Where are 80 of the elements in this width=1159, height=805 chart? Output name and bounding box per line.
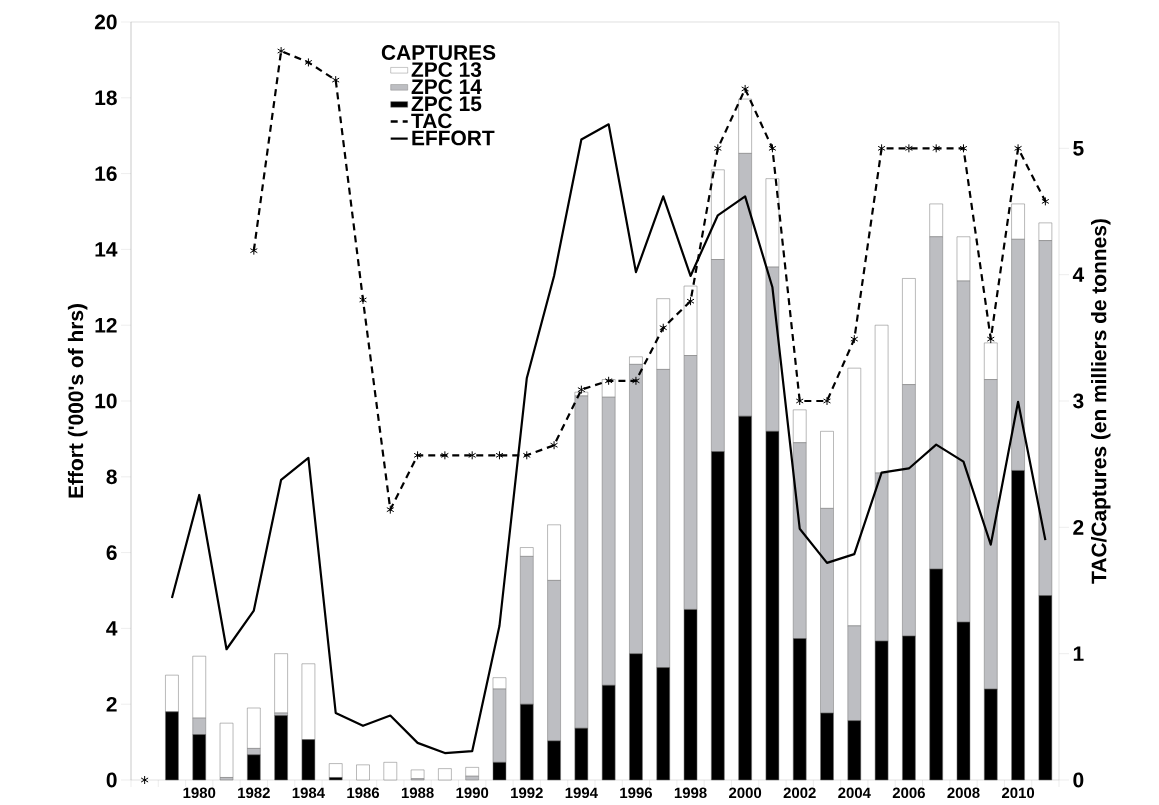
point — [986, 334, 995, 344]
point — [413, 450, 422, 460]
point — [850, 334, 859, 344]
point — [768, 143, 777, 153]
legend-label: ZPC 13 — [411, 62, 482, 78]
point — [795, 396, 804, 406]
point — [522, 450, 531, 460]
y2-tick-label: 5 — [1073, 141, 1084, 156]
legend-label: TAC — [411, 113, 452, 129]
point — [140, 775, 149, 785]
bar — [465, 767, 479, 777]
bar — [274, 715, 288, 781]
legend-label: ZPC 15 — [411, 96, 482, 112]
point — [577, 385, 586, 395]
point — [495, 450, 504, 460]
bar — [438, 768, 452, 781]
x-tick-label: 2002 — [783, 787, 816, 799]
x-tick-label: 2008 — [947, 787, 980, 799]
point — [659, 323, 668, 333]
point — [277, 46, 286, 56]
point — [877, 143, 886, 153]
point — [1041, 196, 1050, 206]
y2-tick-label: 0 — [1073, 772, 1084, 788]
point — [359, 295, 367, 305]
y-tick-label: 4 — [106, 621, 118, 636]
y-tick-label: 6 — [106, 545, 117, 560]
point — [631, 376, 640, 386]
point — [386, 505, 395, 515]
point — [550, 440, 559, 450]
x-tick-label: 1994 — [565, 787, 598, 799]
x-tick-label: 1988 — [401, 787, 434, 799]
point — [686, 296, 695, 306]
y-tick-label: 14 — [95, 242, 118, 257]
legend-title: CAPTURES — [381, 45, 496, 60]
y-tick-label: 10 — [95, 393, 117, 409]
y2-axis-title: TAC/Captures (en milliers de tonnes) — [1091, 219, 1111, 584]
y2-tick-label: 1 — [1073, 646, 1084, 661]
y-tick-label: 20 — [94, 14, 117, 30]
point — [604, 376, 613, 386]
point — [904, 143, 913, 153]
y-tick-label: 0 — [106, 772, 117, 788]
y-tick-label: 8 — [106, 469, 117, 485]
point — [440, 450, 449, 460]
legend-label: ZPC 14 — [411, 79, 482, 95]
x-tick-label: 1990 — [456, 787, 489, 799]
point — [741, 84, 750, 94]
bar — [274, 653, 288, 714]
point — [932, 143, 941, 153]
legend-label: EFFORT — [412, 130, 495, 146]
x-tick-label: 2006 — [892, 787, 925, 799]
x-tick-label: 1986 — [347, 787, 380, 799]
bar — [383, 762, 398, 781]
x-tick-label: 1984 — [292, 787, 325, 799]
point — [468, 450, 477, 460]
bar — [328, 763, 343, 778]
y2-tick-label: 3 — [1073, 393, 1084, 409]
y-tick-label: 18 — [95, 90, 117, 106]
y-tick-label: 12 — [95, 317, 117, 333]
x-tick-label: 1996 — [620, 787, 653, 799]
y-tick-label: 16 — [95, 166, 117, 181]
point — [1014, 143, 1023, 153]
y-axis-title: Effort ('000's of hrs) — [67, 304, 88, 498]
point — [959, 143, 968, 153]
bar — [410, 769, 425, 779]
x-tick-label: 1998 — [674, 787, 707, 799]
x-tick-label: 2000 — [729, 787, 762, 799]
point — [304, 57, 313, 67]
y2-tick-label: 2 — [1073, 520, 1084, 535]
point — [713, 143, 722, 153]
point — [823, 396, 831, 406]
x-tick-label: 1980 — [183, 787, 216, 799]
y2-tick-label: 4 — [1072, 267, 1085, 282]
x-tick-label: 2010 — [1001, 787, 1035, 799]
point — [249, 246, 258, 256]
x-tick-label: 1992 — [511, 787, 543, 799]
x-tick-label: 1982 — [238, 787, 270, 799]
x-tick-label: 2004 — [838, 787, 871, 799]
bar — [356, 764, 370, 781]
y-tick-label: 2 — [106, 696, 117, 712]
bar — [219, 722, 234, 778]
